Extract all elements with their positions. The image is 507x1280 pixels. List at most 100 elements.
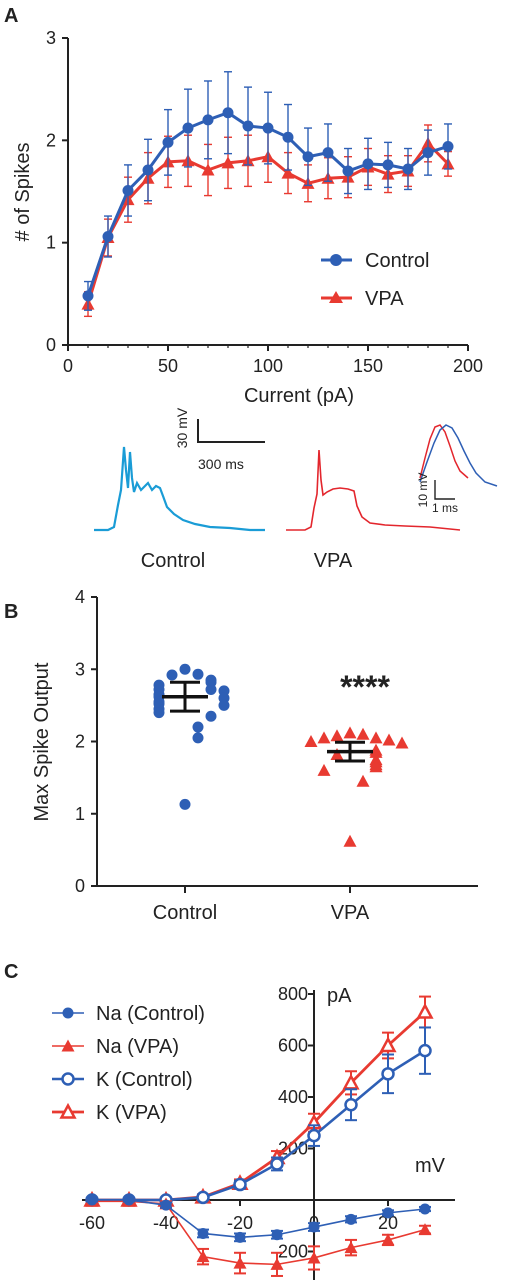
chart-b-point-vpa — [317, 763, 331, 776]
chart-a-x-label: Current (pA) — [244, 385, 354, 407]
chart-a-point-control — [382, 159, 394, 171]
chart-c-legend: Na (Control) Na (VPA) K (Control) K (VPA) — [52, 1003, 205, 1124]
chart-a-point-control — [262, 122, 274, 134]
chart-a-point-control — [342, 165, 354, 177]
chart-c-legend-marker — [61, 1072, 75, 1086]
chart-a-x-tick-label: 0 — [63, 356, 73, 376]
chart-c-point — [344, 1097, 358, 1112]
chart-c-y-tick-label: 800 — [278, 984, 308, 1004]
chart-b-point-vpa — [369, 745, 383, 758]
chart-b-point-control — [192, 668, 204, 680]
chart-c-point — [379, 1036, 397, 1053]
chart-b-point-vpa — [317, 731, 331, 744]
chart-c-point — [419, 1203, 431, 1215]
chart-b-point-vpa — [304, 735, 318, 747]
chart-b-point-control — [192, 721, 204, 733]
chart-a-legend: Control VPA — [321, 250, 429, 310]
chart-c-y-tick-label: 400 — [278, 1087, 308, 1107]
chart-b-point-control — [179, 663, 191, 675]
chart-b-point-vpa — [343, 726, 357, 739]
chart-b-point-control — [153, 707, 165, 719]
chart-c-line — [92, 1200, 426, 1266]
chart-c-legend-label: K (VPA) — [96, 1102, 167, 1124]
chart-a-point-control — [202, 114, 214, 126]
trace-vpa-label: VPA — [314, 550, 353, 572]
chart-c-legend-label: Na (VPA) — [96, 1036, 179, 1058]
scale-voltage-label: 30 mV — [174, 407, 190, 448]
chart-c-point — [308, 1221, 320, 1233]
chart-b-point-vpa — [330, 729, 344, 742]
chart-c-point — [270, 1157, 284, 1171]
chart-b-axes: 0 1 2 3 4 Control VPA — [75, 587, 478, 924]
chart-b-point-vpa — [356, 774, 370, 787]
chart-a-point-control — [162, 136, 174, 148]
chart-b-x-tick-label: VPA — [331, 902, 370, 924]
chart-a-x-tick-label: 200 — [453, 356, 483, 376]
chart-c-line — [92, 1049, 426, 1202]
trace-control-label: Control — [141, 550, 205, 572]
chart-b-point-vpa — [330, 748, 344, 761]
scale-time-label: 300 ms — [198, 456, 244, 472]
chart-a-point-control — [302, 151, 314, 163]
chart-a-point-control — [102, 231, 114, 243]
trace-control — [94, 446, 265, 532]
chart-c-point — [382, 1207, 394, 1219]
chart-c-point — [233, 1256, 247, 1269]
chart-b-point-vpa — [369, 731, 383, 744]
chart-a-y-tick-label: 1 — [46, 233, 56, 253]
legend-control-label: Control — [365, 250, 429, 272]
chart-b-y-tick-label: 0 — [75, 876, 85, 896]
chart-a: 0 1 2 3 0 50 100 150 200 Current (pA) # of Spike… — [12, 28, 483, 407]
legend-vpa-label: VPA — [365, 288, 404, 310]
chart-b-point-control — [192, 732, 204, 744]
scale-bar — [197, 419, 265, 443]
chart-b-x-tick-label: Control — [153, 902, 217, 924]
chart-c-point — [197, 1227, 209, 1239]
chart-b-y-tick-label: 3 — [75, 659, 85, 679]
chart-a-point-control — [82, 290, 94, 302]
chart-c-series — [83, 995, 434, 1277]
chart-c-point — [234, 1231, 246, 1243]
chart-c-legend-label: K (Control) — [96, 1069, 193, 1091]
chart-c-x-tick-label: 20 — [378, 1213, 398, 1233]
chart-c-point — [381, 1067, 395, 1081]
inset-spike-control — [419, 424, 498, 487]
chart-b-point-control — [218, 699, 230, 711]
chart-c-x-tick-label: -60 — [79, 1213, 105, 1233]
panel-b-letter: B — [4, 601, 18, 623]
chart-c-line — [92, 1199, 426, 1239]
chart-b-point-control — [179, 798, 191, 810]
chart-c-point — [271, 1229, 283, 1241]
chart-a-point-control — [442, 140, 454, 152]
chart-a-axes: 0 1 2 3 0 50 100 150 200 — [46, 28, 483, 376]
chart-a-point-control — [242, 120, 254, 132]
chart-c-x-label: mV — [415, 1155, 446, 1177]
chart-b-point-vpa — [343, 834, 357, 847]
chart-a-x-tick-label: 100 — [253, 356, 283, 376]
chart-a-point-vpa — [281, 166, 295, 179]
chart-c-point — [418, 1043, 432, 1058]
chart-a-point-vpa — [201, 163, 215, 176]
chart-a-y-tick-label: 3 — [46, 28, 56, 48]
legend-control-marker — [330, 254, 342, 266]
chart-a-point-control — [282, 131, 294, 143]
chart-a-y-tick-label: 0 — [46, 335, 56, 355]
chart-b-point-vpa — [356, 727, 370, 740]
chart-c-y-tick-label: 200 — [278, 1139, 308, 1159]
chart-b-points — [153, 663, 409, 847]
chart-a-series — [81, 71, 455, 318]
chart-b-point-vpa — [382, 733, 396, 746]
chart-b-point-vpa — [395, 736, 409, 749]
chart-c-y-tick-label: -200 — [272, 1242, 308, 1262]
chart-a-x-tick-label: 150 — [353, 356, 383, 376]
voltage-traces: 30 mV 300 ms 10 mV 1 ms Control VPA — [94, 407, 498, 572]
chart-c-point — [196, 1190, 210, 1205]
chart-a-y-label: # of Spikes — [12, 143, 34, 242]
chart-c-x-tick-label: -20 — [227, 1213, 253, 1233]
chart-c-point — [160, 1199, 172, 1211]
chart-c-legend-marker — [61, 1039, 75, 1052]
chart-c-point — [233, 1177, 247, 1192]
chart-b-point-control — [205, 683, 217, 695]
chart-a-point-control — [182, 122, 194, 134]
chart-a-point-control — [402, 163, 414, 175]
